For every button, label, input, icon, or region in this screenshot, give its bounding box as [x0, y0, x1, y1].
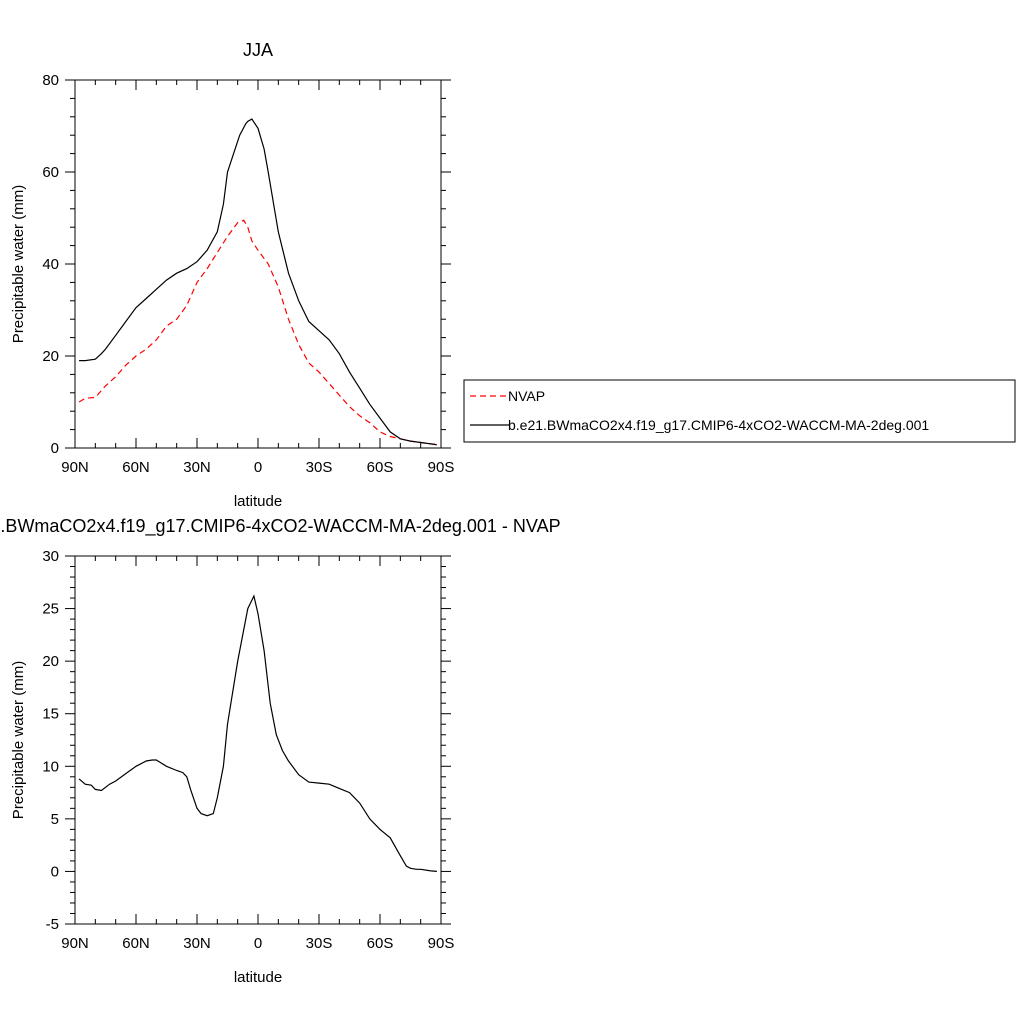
top-y-tick-label: 20 [42, 348, 59, 365]
bottom-x-tick-label: 60N [122, 935, 150, 952]
top-series-line-model [79, 118, 437, 446]
bottom-y-tick-label: 20 [42, 653, 59, 670]
bottom-y-tick-label: 0 [51, 863, 59, 880]
top-series-line-nvap [78, 219, 437, 445]
top-x-tick-label: 90S [428, 459, 455, 476]
legend-model-label: b.e21.BWmaCO2x4.f19_g17.CMIP6-4xCO2-WACC… [508, 417, 929, 433]
bottom-y-tick-label: 5 [51, 811, 59, 828]
bottom-panel: b.e21.BWmaCO2x4.f19_g17.CMIP6-4xCO2-WACC… [0, 516, 561, 986]
top-y-tick-label: 60 [42, 164, 59, 181]
bottom-y-tick-label: -5 [46, 916, 59, 933]
top-y-axis-label: Precipitable water (mm) [10, 185, 27, 343]
bottom-y-axis-label: Precipitable water (mm) [10, 661, 27, 819]
top-y-tick-label: 0 [51, 440, 59, 457]
bottom-x-tick-label: 30S [306, 935, 333, 952]
legend-nvap-label: NVAP [508, 388, 545, 404]
top-panel: JJA Precipitable water (mm) latitude 90N… [10, 40, 454, 510]
bottom-chart-title: b.e21.BWmaCO2x4.f19_g17.CMIP6-4xCO2-WACC… [0, 516, 561, 537]
bottom-series-lines [78, 594, 437, 872]
top-axis-ticks: 90N 60N 30N 0 30S 60S 90S 0 20 40 60 80 [42, 72, 454, 476]
top-x-tick-label: 90N [61, 459, 89, 476]
bottom-y-tick-label: 15 [42, 706, 59, 723]
top-x-tick-label: 30S [306, 459, 333, 476]
legend: NVAP b.e21.BWmaCO2x4.f19_g17.CMIP6-4xCO2… [463, 379, 1016, 443]
top-chart-title: JJA [243, 40, 273, 60]
bottom-x-tick-label: 30N [183, 935, 211, 952]
bottom-x-tick-label: 60S [367, 935, 394, 952]
top-x-tick-label: 60N [122, 459, 150, 476]
top-plot-frame [74, 79, 442, 449]
top-y-tick-label: 80 [42, 72, 59, 89]
bottom-y-tick-label: 25 [42, 601, 59, 618]
top-x-tick-label: 60S [367, 459, 394, 476]
top-x-tick-label: 0 [254, 459, 262, 476]
bottom-y-tick-label: 30 [42, 548, 59, 565]
bottom-plot-frame [74, 555, 442, 925]
legend-box [463, 379, 1016, 443]
bottom-x-axis-label: latitude [234, 969, 282, 986]
bottom-series-line-difference [78, 594, 437, 872]
bottom-y-tick-label: 10 [42, 758, 59, 775]
top-series-lines [78, 118, 437, 446]
bottom-x-tick-label: 0 [254, 935, 262, 952]
bottom-axis-ticks: 90N 60N 30N 0 30S 60S 90S -5 0 5 10 15 20 25 30 [42, 548, 454, 952]
bottom-x-tick-label: 90S [428, 935, 455, 952]
top-x-axis-label: latitude [234, 493, 282, 510]
top-y-tick-label: 40 [42, 256, 59, 273]
top-x-tick-label: 30N [183, 459, 211, 476]
bottom-x-tick-label: 90N [61, 935, 89, 952]
